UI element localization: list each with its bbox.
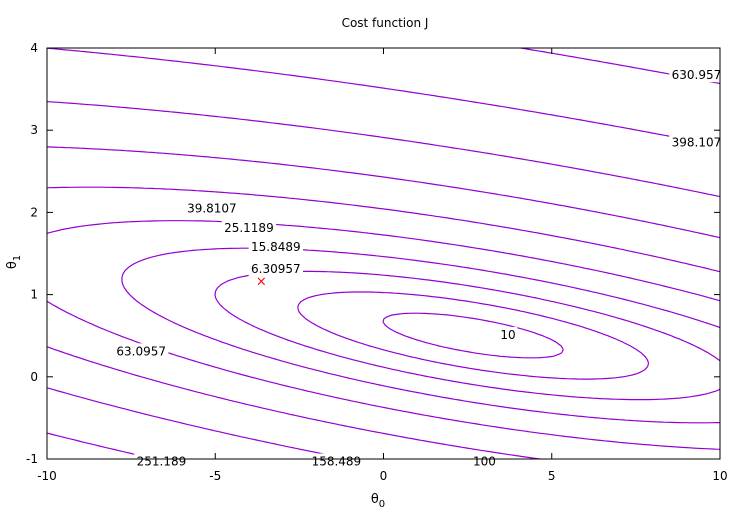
y-axis-label: θ1 <box>5 255 23 269</box>
contour-label-bg <box>669 67 724 83</box>
minimum-marker: × <box>256 275 267 290</box>
x-axis-label-sub: 0 <box>379 499 385 510</box>
y-tick-label: 4 <box>30 41 38 55</box>
contour-label: 100 <box>473 454 496 468</box>
contour-label: 10 <box>500 328 515 342</box>
contour-label-bg <box>248 261 304 277</box>
x-tick-label: -5 <box>209 469 221 483</box>
contour-label: 630.957 <box>672 68 722 82</box>
y-ticks: -1 0 1 2 3 4 <box>26 41 720 466</box>
contour-label-backgrounds <box>114 67 724 469</box>
contour-label: 6.30957 <box>251 262 301 276</box>
x-axis-label-main: θ <box>371 492 379 507</box>
y-axis-label-main: θ <box>5 261 20 269</box>
contour-label-bg <box>498 326 518 342</box>
contour-label: 158.489 <box>312 454 362 468</box>
contour-label: 251.189 <box>137 454 187 468</box>
contour-line-10 <box>520 47 721 85</box>
contour-lines <box>46 47 721 460</box>
contour-line-8 <box>46 101 721 460</box>
contour-line-7 <box>46 146 721 460</box>
contour-line-9 <box>46 47 721 147</box>
contour-line-4 <box>121 247 721 424</box>
y-tick-label: 1 <box>30 288 38 302</box>
x-axis-label: θ0 <box>371 492 385 510</box>
x-tick-label: -10 <box>37 469 57 483</box>
contour-label-bg <box>221 220 277 236</box>
contour-label-bg <box>248 238 304 254</box>
x-tick-label: 10 <box>712 469 727 483</box>
x-tick-label: 5 <box>548 469 556 483</box>
y-tick-label: 3 <box>30 123 38 137</box>
contour-line-2 <box>297 291 650 380</box>
chart-title: Cost function J <box>342 16 429 30</box>
contour-label-bg <box>309 453 364 469</box>
contour-label: 63.0957 <box>116 344 166 358</box>
contour-line-1 <box>382 312 564 359</box>
contour-label-bg <box>134 453 189 469</box>
contour-label-bg <box>471 453 498 469</box>
x-tick-label: 0 <box>380 469 388 483</box>
contour-label: 398.107 <box>672 136 722 150</box>
y-tick-label: 2 <box>30 205 38 219</box>
contour-line-3 <box>214 270 721 401</box>
contour-label-bg <box>114 343 169 359</box>
contour-line-6 <box>46 186 721 460</box>
contour-label-bg <box>669 134 724 150</box>
contour-label: 15.8489 <box>251 240 301 254</box>
x-ticks: -10 -5 0 5 10 <box>37 48 728 483</box>
y-axis-label-sub: 1 <box>12 255 23 261</box>
contour-label: 39.8107 <box>187 201 237 215</box>
y-tick-label: -1 <box>26 452 38 466</box>
contour-label: 25.1189 <box>224 221 274 235</box>
contour-label-bg <box>184 200 240 216</box>
contour-labels: 630.957 398.107 39.8107 25.1189 15.8489 6.309… <box>116 68 721 468</box>
y-tick-label: 0 <box>30 370 38 384</box>
